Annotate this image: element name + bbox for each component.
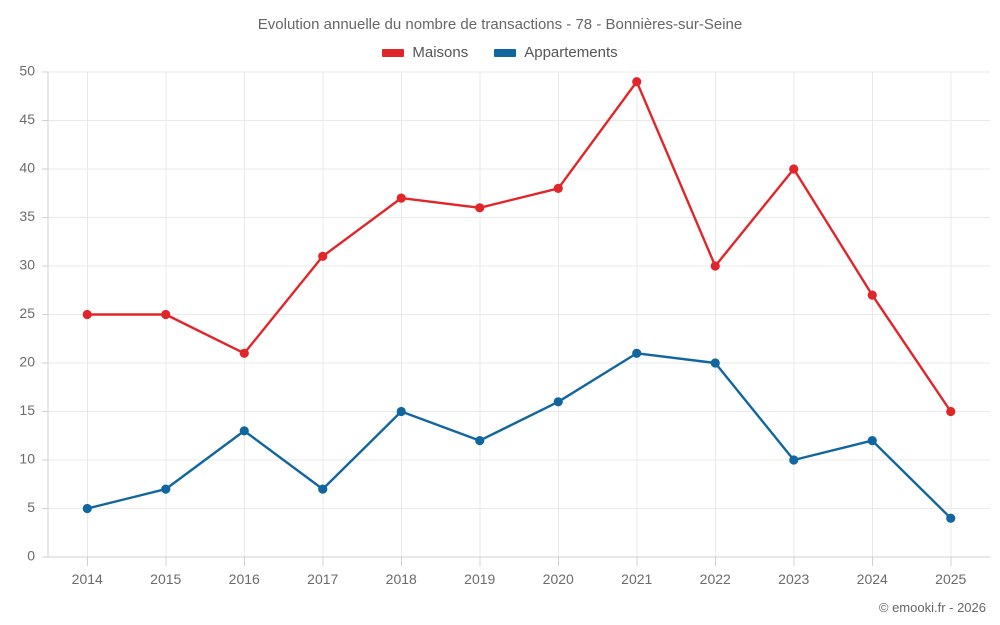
data-point-maisons-2016[interactable] xyxy=(239,348,249,358)
data-point-appartements-2016[interactable] xyxy=(239,426,249,436)
data-point-appartements-2015[interactable] xyxy=(161,484,171,494)
chart-legend: Maisons Appartements xyxy=(0,44,1000,61)
y-tick-label: 40 xyxy=(19,160,35,176)
data-point-appartements-2023[interactable] xyxy=(789,455,799,465)
data-point-maisons-2021[interactable] xyxy=(632,77,642,87)
data-point-maisons-2018[interactable] xyxy=(396,193,406,203)
data-point-maisons-2025[interactable] xyxy=(946,406,956,417)
data-point-appartements-2022[interactable] xyxy=(710,358,720,368)
data-point-maisons-2023[interactable] xyxy=(789,164,799,174)
x-tick-label: 2015 xyxy=(150,571,181,587)
y-tick-label: 0 xyxy=(27,548,35,564)
y-tick-label: 20 xyxy=(19,354,35,370)
legend-item-maisons[interactable]: Maisons xyxy=(382,44,468,61)
y-tick-label: 45 xyxy=(19,111,35,127)
x-tick-label: 2014 xyxy=(72,571,103,587)
x-tick-label: 2022 xyxy=(700,571,731,587)
data-point-appartements-2024[interactable] xyxy=(867,436,877,446)
y-tick-label: 30 xyxy=(19,257,35,273)
legend-swatch-appartements-icon xyxy=(494,48,517,57)
x-tick-label: 2024 xyxy=(857,571,888,587)
data-point-appartements-2018[interactable] xyxy=(396,406,406,417)
x-tick-label: 2025 xyxy=(935,571,966,587)
x-tick-label: 2023 xyxy=(778,571,809,587)
y-tick-label: 25 xyxy=(19,305,35,321)
data-point-maisons-2020[interactable] xyxy=(553,183,563,193)
legend-label-maisons: Maisons xyxy=(412,44,469,61)
data-point-maisons-2022[interactable] xyxy=(710,261,720,271)
data-point-maisons-2014[interactable] xyxy=(82,309,92,320)
legend-label-appartements: Appartements xyxy=(524,44,618,61)
x-tick-label: 2017 xyxy=(307,571,338,587)
data-point-maisons-2017[interactable] xyxy=(318,251,328,261)
series-line-appartements xyxy=(86,352,952,520)
legend-swatch-maisons-icon xyxy=(382,48,405,57)
y-tick-label: 50 xyxy=(19,63,35,79)
footer-credit: © emooki.fr - 2026 xyxy=(878,600,986,615)
series-line-maisons xyxy=(86,80,952,413)
data-point-maisons-2015[interactable] xyxy=(161,309,171,320)
data-point-maisons-2019[interactable] xyxy=(475,203,485,213)
y-tick-label: 10 xyxy=(19,451,35,467)
data-point-appartements-2025[interactable] xyxy=(946,513,956,523)
data-point-appartements-2014[interactable] xyxy=(82,503,92,514)
data-point-appartements-2017[interactable] xyxy=(318,484,328,494)
data-point-appartements-2021[interactable] xyxy=(632,348,642,358)
data-point-appartements-2020[interactable] xyxy=(553,397,563,407)
legend-item-appartements[interactable]: Appartements xyxy=(494,44,618,61)
y-tick-label: 5 xyxy=(27,499,35,515)
chart-title: Evolution annuelle du nombre de transact… xyxy=(257,16,743,33)
x-tick-label: 2020 xyxy=(543,571,574,587)
x-tick-label: 2018 xyxy=(386,571,417,587)
x-tick-label: 2016 xyxy=(229,571,260,587)
y-tick-label: 15 xyxy=(19,402,35,418)
data-point-maisons-2024[interactable] xyxy=(867,290,877,300)
x-tick-label: 2019 xyxy=(464,571,495,587)
y-tick-label: 35 xyxy=(19,208,35,224)
data-point-appartements-2019[interactable] xyxy=(475,436,485,446)
x-tick-label: 2021 xyxy=(621,571,652,587)
